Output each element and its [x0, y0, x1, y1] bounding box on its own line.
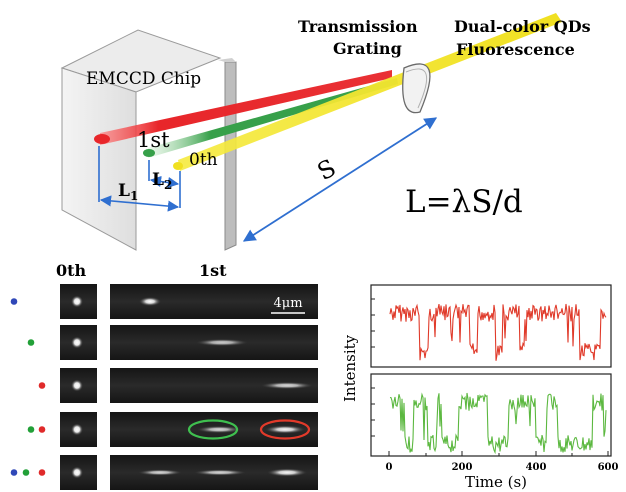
red-beam	[100, 70, 392, 145]
x-tick-0: 0	[386, 462, 393, 473]
spectral-streak	[261, 382, 313, 389]
image-row	[27, 412, 318, 447]
trace-lines	[389, 303, 607, 455]
order-zero-label: 0th	[189, 150, 218, 170]
grating-label-1: Transmission	[298, 17, 418, 36]
transmission-grating	[402, 63, 431, 114]
zero-order-spot	[71, 295, 83, 308]
spectral-streak	[267, 468, 307, 477]
image-row	[27, 325, 318, 360]
grating-label-2: Grating	[333, 39, 402, 58]
spectral-streak	[265, 425, 305, 434]
equation: L=λS/d	[405, 184, 523, 220]
image-row: 4μm	[10, 284, 318, 319]
x-tick-600: 600	[598, 462, 619, 473]
order-first-label: 1st	[137, 128, 170, 152]
header-zero: 0th	[56, 261, 87, 280]
green-ring	[187, 419, 239, 440]
scale-bar-label: 4μm	[273, 296, 302, 311]
distance-S-arrow	[242, 117, 438, 242]
spectral-streak	[139, 297, 161, 306]
dist-L1-label: L1	[118, 181, 138, 203]
spectral-streak	[194, 469, 246, 476]
spectral-streak	[196, 339, 248, 346]
trace-ticks	[371, 298, 609, 456]
schematic: EMCCD Chip 1st 0th L2 L1 Transmission Gr…	[60, 13, 591, 251]
zero-order-spot	[71, 379, 83, 392]
image-row	[10, 455, 318, 490]
trace-xlabel: Time (s)	[465, 473, 527, 491]
red-dot-marker	[38, 382, 46, 389]
zero-order-spot	[71, 423, 83, 436]
zero-order-spot	[71, 466, 83, 479]
trace-ylabel: Intensity	[341, 334, 359, 402]
header-first: 1st	[199, 261, 227, 280]
red-spot	[94, 134, 110, 144]
traces-panel: Intensity 0 200 400 600 Time (s)	[341, 284, 619, 491]
green-dot-marker	[27, 426, 35, 433]
source-label-2: Fluorescence	[456, 40, 575, 59]
green-dot-marker	[22, 469, 30, 476]
source-label-1: Dual-color QDs	[454, 17, 591, 36]
red-dot-marker	[38, 426, 46, 433]
blue-dot-marker	[10, 469, 18, 476]
zero-order-spot	[71, 336, 83, 349]
distance-markers	[98, 146, 181, 212]
green-dot-marker	[27, 339, 35, 346]
red-ring	[259, 419, 311, 440]
green-spot	[143, 149, 155, 157]
yellow-spot	[173, 162, 183, 170]
images-panel: 0th 1st 4μm	[10, 261, 318, 490]
dist-L2-label: L2	[152, 170, 172, 192]
blue-dot-marker	[10, 298, 18, 305]
red-dot-marker	[38, 469, 46, 476]
green-intensity-trace	[389, 392, 607, 455]
image-row	[38, 368, 318, 403]
trace-top-frame	[370, 284, 612, 368]
red-intensity-trace	[389, 303, 607, 361]
x-tick-400: 400	[526, 462, 547, 473]
detector-label: EMCCD Chip	[86, 69, 201, 89]
spectral-streak	[197, 426, 241, 433]
image-rows: 4μm	[10, 284, 318, 490]
spectral-streak	[138, 469, 182, 476]
x-tick-200: 200	[452, 462, 473, 473]
